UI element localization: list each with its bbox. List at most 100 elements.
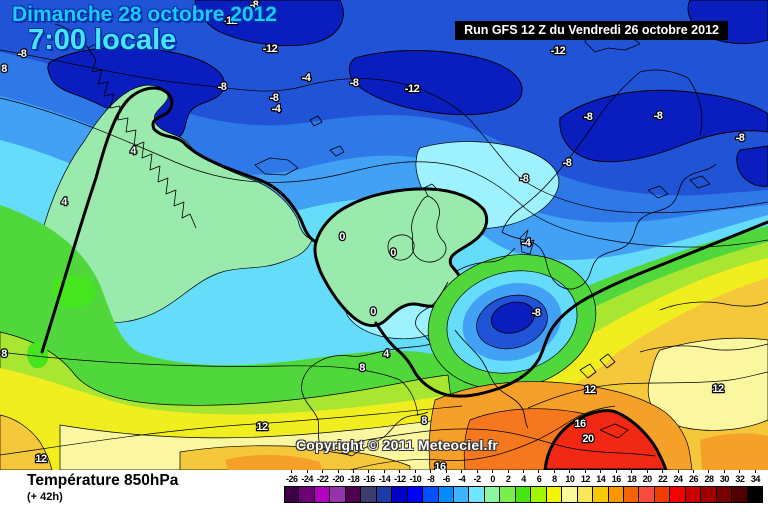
isotherm-label: -12 <box>263 43 278 55</box>
legend-cell: 14 <box>592 470 609 510</box>
legend-cell: -14 <box>375 470 393 510</box>
legend-cell: 34 <box>746 470 764 510</box>
copyright-label: Copyright © 2011 Meteociel.fr <box>296 437 499 453</box>
legend-tick <box>615 470 617 473</box>
legend-value: 32 <box>735 474 745 484</box>
legend-swatch <box>638 486 655 503</box>
legend-tick <box>739 470 741 473</box>
legend-tick <box>662 470 664 473</box>
legend-swatch <box>406 486 424 503</box>
legend-tick <box>708 470 710 473</box>
legend-swatch <box>313 486 331 503</box>
legend-cell: 0 <box>483 470 501 510</box>
isotherm-label: -8 <box>250 0 259 11</box>
legend-value: 20 <box>642 474 653 484</box>
legend-swatch <box>715 486 733 503</box>
isotherm-label: 8 <box>1 348 7 360</box>
legend-value: 18 <box>627 474 637 484</box>
legend-swatch <box>499 486 516 503</box>
legend-cell: -20 <box>329 470 346 510</box>
legend-value: -16 <box>363 474 375 484</box>
temperature-scale: -26 -24 -22 -20 -18 -16 -14 -12 -10 -8 -6 -4 -2 0 2 4 6 8… <box>284 470 764 510</box>
legend-swatch <box>452 486 470 503</box>
legend-value: 14 <box>596 474 606 484</box>
legend-swatch <box>344 486 362 503</box>
legend-cell: -26 <box>284 470 300 510</box>
legend-swatch <box>422 486 439 503</box>
legend-cell: 20 <box>638 470 655 510</box>
legend-value: 12 <box>580 474 591 484</box>
legend-cell: 12 <box>576 470 594 510</box>
isotherm-label: 20 <box>582 433 594 445</box>
map-area: -8 8 -12 -8 -12 -4 -8 -8 -4 -8 -12 -12 -8 -8 -8 -8 -8 -4 4… <box>0 0 768 470</box>
legend-swatch <box>514 486 532 503</box>
legend-cell: 32 <box>731 470 748 510</box>
run-info-label: Run GFS 12 Z du Vendredi 26 octobre 2012 <box>455 21 728 40</box>
legend-swatch <box>592 486 609 503</box>
legend-tick <box>337 470 339 473</box>
legend-tick <box>353 470 355 473</box>
legend-swatch <box>653 486 671 503</box>
isotherm-label: -8 <box>270 92 279 104</box>
isotherm-label: -4 <box>522 237 532 249</box>
legend-swatch <box>669 486 686 503</box>
isotherm-label: -8 <box>654 110 663 122</box>
legend-tick <box>538 470 540 473</box>
legend-tick <box>553 470 555 473</box>
legend-swatch <box>622 486 640 503</box>
legend-swatch <box>468 486 485 503</box>
isotherm-label: 0 <box>339 231 345 243</box>
legend-cell: 28 <box>700 470 717 510</box>
legend-tick <box>507 470 509 473</box>
legend-value: -14 <box>378 474 391 484</box>
isotherm-label: 4 <box>383 348 390 360</box>
isotherm-labels-layer: -88-12-8-12-4-8-8-4-8 -12-12-8 -8-8-8-8-44… <box>0 0 746 470</box>
legend-cell: -8 <box>422 470 439 510</box>
legend-cell: -12 <box>391 470 408 510</box>
legend-tick <box>600 470 602 473</box>
legend-cell: -24 <box>298 470 315 510</box>
legend-value: -4 <box>458 474 466 484</box>
legend-cell: 16 <box>607 470 624 510</box>
legend-swatch <box>298 486 315 503</box>
legend-tick <box>461 470 463 473</box>
legend-cell: 24 <box>669 470 686 510</box>
legend-tick <box>723 470 725 473</box>
forecast-hour: (+ 42h) <box>27 491 63 503</box>
map-title: Température 850hPa <box>27 472 179 489</box>
time-label: 7:00 locale <box>28 24 177 56</box>
isotherm-label: 12 <box>256 421 268 433</box>
legend-cell: 10 <box>561 470 578 510</box>
legend-tick <box>430 470 432 473</box>
legend-value: -26 <box>285 474 298 484</box>
legend-value: -6 <box>442 474 451 484</box>
legend-cell: 2 <box>499 470 516 510</box>
isotherm-label: -8 <box>18 48 27 60</box>
legend-value: 28 <box>704 474 714 484</box>
legend-tick <box>368 470 370 473</box>
temperature-map: -88-12-8-12-4-8-8-4-8 -12-12-8 -8-8-8-8-44… <box>0 0 768 470</box>
legend-value: 0 <box>490 474 495 484</box>
legend-cell: 26 <box>684 470 702 510</box>
date-label: Dimanche 28 octobre 2012 <box>12 3 277 26</box>
legend-cell: -2 <box>468 470 485 510</box>
legend-tick <box>492 470 494 473</box>
legend-value: 34 <box>750 474 761 484</box>
legend-swatch <box>545 486 563 503</box>
legend-swatch <box>731 486 748 503</box>
isotherm-label: 8 <box>1 63 7 75</box>
legend-tick <box>754 470 756 473</box>
isotherm-label: 8 <box>359 362 365 374</box>
legend-swatch <box>329 486 346 503</box>
isotherm-label: 0 <box>370 306 376 318</box>
isotherm-label: -8 <box>736 132 745 144</box>
legend-cell: -6 <box>437 470 454 510</box>
legend-cell: 30 <box>715 470 733 510</box>
legend-value: 30 <box>719 474 730 484</box>
legend-swatch <box>530 486 547 503</box>
isotherm-label: 12 <box>584 384 596 396</box>
legend-value: 6 <box>536 474 542 484</box>
legend-cell: -16 <box>360 470 377 510</box>
legend-swatch <box>576 486 594 503</box>
